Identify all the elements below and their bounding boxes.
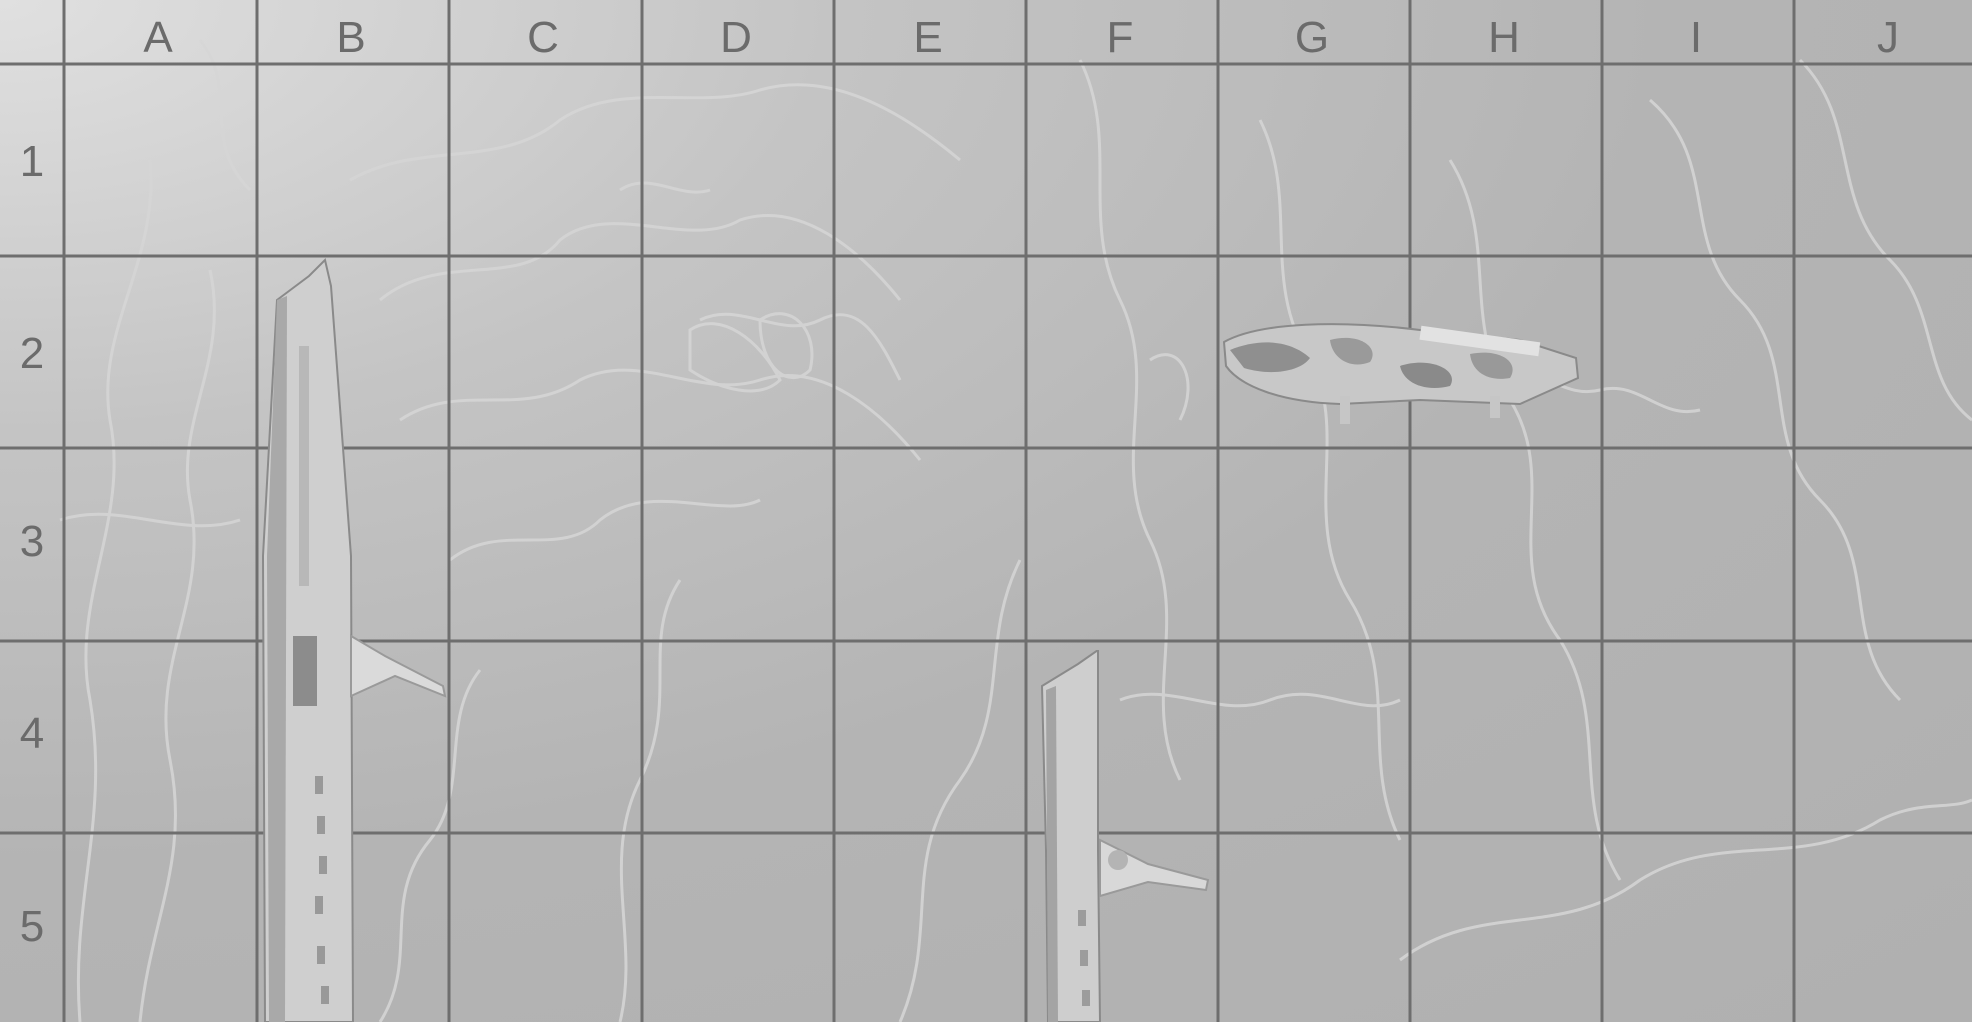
column-label-g: G [1294, 13, 1330, 62]
column-label-c: C [527, 13, 559, 62]
row-label-2: 2 [19, 329, 45, 378]
column-label-h: H [1488, 13, 1520, 62]
vertical-ship-short[interactable] [1038, 650, 1218, 1022]
column-label-d: D [720, 13, 752, 62]
vertical-ship-long[interactable] [255, 256, 455, 1022]
row-label-5: 5 [19, 902, 45, 951]
column-label-j: J [1877, 13, 1899, 62]
row-label-1: 1 [19, 137, 45, 186]
row-label-3: 3 [19, 517, 45, 566]
column-label-a: A [143, 13, 173, 62]
horizontal-camo-ship[interactable] [1220, 300, 1590, 430]
column-label-b: B [336, 13, 366, 62]
column-label-f: F [1106, 13, 1134, 62]
row-label-4: 4 [19, 709, 45, 758]
column-label-i: I [1689, 13, 1703, 62]
column-label-e: E [913, 13, 943, 62]
